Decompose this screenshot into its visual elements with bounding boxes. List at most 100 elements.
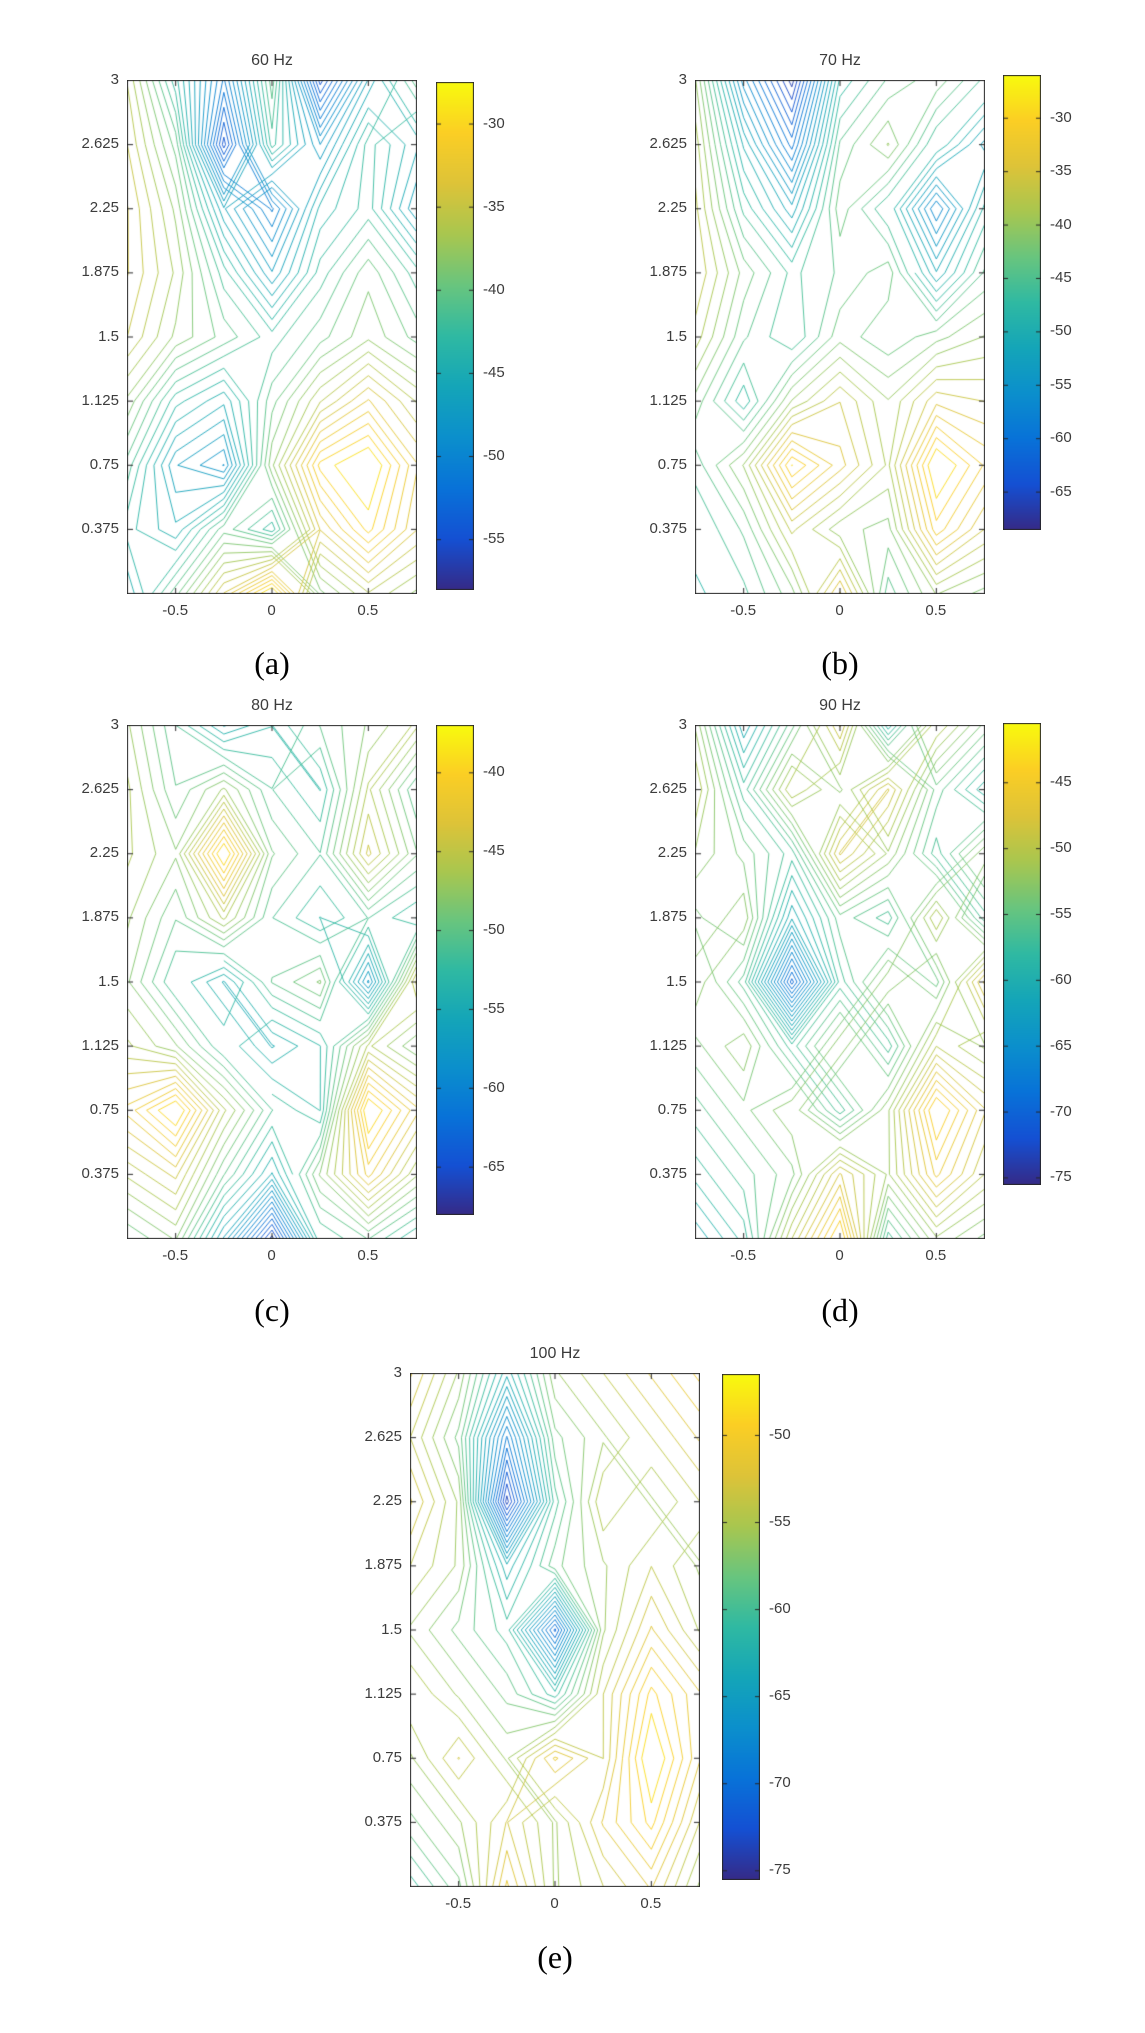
y-tick-label: 1.5	[98, 972, 119, 990]
y-tick-label: 3	[678, 71, 687, 88]
y-tick-label: 0.375	[364, 1812, 402, 1830]
colorbar-tick-label: -45	[483, 842, 505, 860]
plot-title-90hz: 90 Hz	[819, 697, 861, 714]
colorbar-tick-label: -30	[483, 114, 505, 132]
y-tick-label: 1.5	[666, 327, 687, 345]
colorbar-tick-label: -50	[769, 1425, 791, 1443]
y-tick-label: 1.5	[666, 972, 687, 990]
colorbar-tick-label: -50	[1050, 839, 1072, 857]
contour-plot-60hz	[127, 80, 417, 594]
x-tick-label: -0.5	[730, 602, 757, 619]
colorbar-tick-label: -45	[483, 363, 505, 381]
y-tick-label: 3	[110, 716, 119, 733]
colorbar-tick-label: -40	[483, 763, 505, 781]
plot-title-60hz: 60 Hz	[251, 52, 293, 69]
colorbar-tick-label: -65	[483, 1157, 505, 1175]
colorbar-tick-label: -55	[769, 1513, 791, 1531]
colorbar-tick-label: -75	[769, 1861, 791, 1879]
x-tick-label: 0	[267, 602, 276, 619]
y-tick-label: 1.875	[364, 1556, 402, 1574]
y-tick-label: 0.375	[649, 519, 687, 537]
colorbar-tick-label: -35	[483, 197, 505, 215]
y-tick-label: 2.625	[81, 780, 119, 798]
colorbar-90hz	[1003, 723, 1041, 1185]
y-tick-label: 1.5	[98, 327, 119, 345]
x-tick-label: -0.5	[162, 1247, 189, 1264]
x-tick-label: -0.5	[445, 1895, 472, 1912]
y-tick-label: 0.75	[372, 1748, 402, 1766]
contour-plot-80hz	[127, 725, 417, 1239]
y-tick-label: 1.125	[364, 1684, 402, 1702]
colorbar-tick-label: -65	[1050, 1036, 1072, 1054]
colorbar-tick-label: -55	[483, 530, 505, 548]
colorbar-tick-label: -50	[483, 447, 505, 465]
y-tick-label: 2.25	[657, 199, 687, 217]
y-tick-label: 0.75	[657, 1100, 687, 1118]
colorbar-tick-label: -55	[1050, 904, 1072, 922]
y-tick-label: 1.875	[649, 263, 687, 281]
colorbar-tick-label: -55	[483, 999, 505, 1017]
y-tick-label: 1.125	[81, 1036, 119, 1054]
contour-plot-70hz	[695, 80, 985, 594]
y-tick-label: 0.375	[81, 519, 119, 537]
y-tick-label: 2.25	[89, 199, 119, 217]
y-tick-label: 0.75	[89, 455, 119, 473]
plot-title-80hz: 80 Hz	[251, 697, 293, 714]
colorbar-tick-label: -60	[1050, 429, 1072, 447]
colorbar-100hz	[722, 1374, 760, 1880]
contour-plot-90hz	[695, 725, 985, 1239]
y-tick-label: 2.25	[89, 844, 119, 862]
y-tick-label: 1.5	[381, 1620, 402, 1638]
subfigure-caption-e: (e)	[537, 1939, 573, 1975]
x-tick-label: 0.5	[640, 1895, 662, 1912]
x-tick-label: -0.5	[730, 1247, 757, 1264]
colorbar-60hz	[436, 82, 474, 590]
y-tick-label: 2.25	[657, 844, 687, 862]
colorbar-tick-label: -70	[1050, 1102, 1072, 1120]
colorbar-tick-label: -35	[1050, 162, 1072, 180]
x-tick-label: 0	[267, 1247, 276, 1264]
colorbar-tick-label: -60	[1050, 970, 1072, 988]
x-tick-label: 0	[835, 602, 844, 619]
x-tick-label: 0.5	[357, 1247, 379, 1264]
colorbar-tick-label: -65	[1050, 482, 1072, 500]
y-tick-label: 1.875	[649, 908, 687, 926]
y-tick-label: 3	[393, 1364, 402, 1381]
subfigure-caption-d: (d)	[821, 1292, 859, 1328]
x-tick-label: 0.5	[357, 602, 379, 619]
y-tick-label: 0.75	[657, 455, 687, 473]
y-tick-label: 1.875	[81, 263, 119, 281]
colorbar-tick-label: -75	[1050, 1168, 1072, 1186]
y-tick-label: 2.625	[81, 135, 119, 153]
y-tick-label: 2.625	[649, 780, 687, 798]
y-tick-label: 1.125	[649, 391, 687, 409]
colorbar-tick-label: -50	[483, 921, 505, 939]
y-tick-label: 1.125	[649, 1036, 687, 1054]
x-tick-label: 0.5	[925, 602, 947, 619]
colorbar-tick-label: -45	[1050, 268, 1072, 286]
y-tick-label: 3	[678, 716, 687, 733]
colorbar-tick-label: -55	[1050, 375, 1072, 393]
contour-plot-100hz	[410, 1373, 700, 1887]
colorbar-80hz	[436, 725, 474, 1215]
colorbar-tick-label: -60	[483, 1078, 505, 1096]
colorbar-tick-label: -60	[769, 1600, 791, 1618]
y-tick-label: 2.625	[364, 1428, 402, 1446]
subfigure-caption-b: (b)	[821, 645, 859, 681]
plot-title-70hz: 70 Hz	[819, 52, 861, 69]
subfigure-caption-c: (c)	[254, 1292, 290, 1328]
x-tick-label: 0.5	[925, 1247, 947, 1264]
colorbar-70hz	[1003, 75, 1041, 530]
subfigure-caption-a: (a)	[254, 645, 290, 681]
colorbar-tick-label: -40	[483, 280, 505, 298]
y-tick-label: 1.875	[81, 908, 119, 926]
y-tick-label: 2.625	[649, 135, 687, 153]
colorbar-tick-label: -70	[769, 1774, 791, 1792]
colorbar-tick-label: -45	[1050, 773, 1072, 791]
colorbar-tick-label: -50	[1050, 322, 1072, 340]
y-tick-label: 1.125	[81, 391, 119, 409]
y-tick-label: 3	[110, 71, 119, 88]
x-tick-label: 0	[550, 1895, 559, 1912]
y-tick-label: 2.25	[372, 1492, 402, 1510]
